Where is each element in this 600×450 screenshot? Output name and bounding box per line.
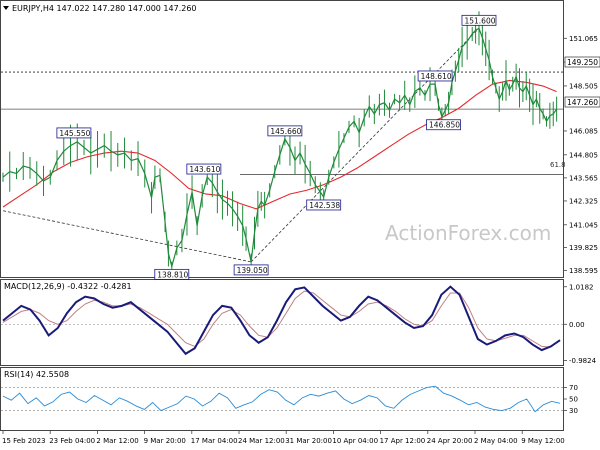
x-tick-label: 15 Feb 2023 — [2, 437, 46, 445]
price-annotation-label: 151.600 — [464, 16, 495, 25]
macd-tick-label: 1.0182 — [569, 283, 594, 291]
macd-panel-frame — [0, 279, 564, 366]
price-annotation-box — [186, 163, 222, 175]
x-tick-label: 2 Mar 12:00 — [96, 437, 138, 445]
price-annotation-label: 146.850 — [429, 121, 460, 130]
price-panel-title: EURJPY,H4 147.022 147.280 147.000 147.26… — [12, 4, 197, 13]
price-tick-label: 141.045 — [569, 221, 598, 229]
macd-panel-title: MACD(12,26,9) -0.4322 -0.4281 — [4, 282, 132, 291]
moving-average-line — [2, 79, 557, 210]
price-annotation-box — [417, 70, 453, 82]
dropdown-triangle-icon — [3, 6, 9, 10]
rising-channel — [250, 28, 480, 263]
macd-line — [2, 285, 561, 356]
macd-tick-label: 0.00 — [569, 321, 585, 329]
price-annotation-box — [233, 264, 269, 276]
x-tick-label: 9 May 12:00 — [521, 437, 565, 445]
x-tick-label: 17 Mar 04:00 — [191, 437, 238, 445]
rsi-tick-label: 70 — [569, 384, 578, 392]
signal-line — [2, 290, 561, 348]
current-price-label: 147.260 — [567, 98, 598, 107]
price-annotation-label: 148.610 — [421, 72, 452, 81]
price-tick-label: 143.565 — [569, 174, 598, 182]
x-tick-label: 10 Apr 04:00 — [332, 437, 378, 445]
level-label-box — [564, 56, 600, 68]
price-tick-label: 138.595 — [569, 267, 598, 275]
fib-label: 61.8 — [550, 161, 566, 169]
price-annotation-box — [461, 14, 497, 26]
x-tick-label: 31 Mar 20:00 — [285, 437, 332, 445]
macd-tick-label: -0.9824 — [569, 357, 597, 365]
x-tick-label: 23 Feb 04:00 — [49, 437, 95, 445]
price-annotation-label: 139.050 — [237, 266, 268, 275]
watermark: ActionForex.com — [385, 221, 551, 245]
price-tick-label: 146.085 — [569, 127, 598, 135]
price-annotation-label: 145.660 — [270, 127, 301, 136]
current-price-box — [564, 96, 600, 108]
x-tick-label: 2 May 04:00 — [474, 437, 518, 445]
x-tick-label: 9 Mar 20:00 — [144, 437, 186, 445]
price-annotation-box — [426, 119, 461, 131]
price-annotation-label: 143.610 — [189, 165, 220, 174]
price-annotation-label: 142.538 — [309, 201, 340, 210]
price-tick-label: 139.825 — [569, 244, 598, 252]
price-annotation-label: 138.810 — [157, 270, 188, 279]
rsi-line — [2, 385, 561, 413]
price-panel-frame — [0, 0, 564, 278]
price-annotation-box — [306, 199, 342, 211]
price-annotation-box — [56, 127, 92, 139]
rsi-panel-title: RSI(14) 42.5508 — [4, 370, 69, 379]
price-tick-label: 148.505 — [569, 82, 598, 90]
price-annotation-label: 145.550 — [59, 129, 90, 138]
x-tick-label: 24 Apr 20:00 — [427, 437, 473, 445]
rsi-panel-frame — [0, 367, 564, 431]
x-tick-label: 24 Mar 12:00 — [238, 437, 285, 445]
support-line — [2, 210, 252, 263]
level-label: 149.250 — [567, 58, 598, 67]
price-annotation-box — [154, 268, 190, 280]
price-annotation-box — [267, 125, 303, 137]
price-line — [2, 27, 558, 269]
rsi-tick-label: 30 — [569, 407, 578, 415]
price-tick-label: 144.805 — [569, 151, 598, 159]
price-tick-label: 151.065 — [569, 35, 598, 43]
price-tick-label: 142.325 — [569, 197, 598, 205]
rsi-tick-label: 50 — [569, 396, 578, 404]
x-tick-label: 17 Apr 12:00 — [380, 437, 426, 445]
